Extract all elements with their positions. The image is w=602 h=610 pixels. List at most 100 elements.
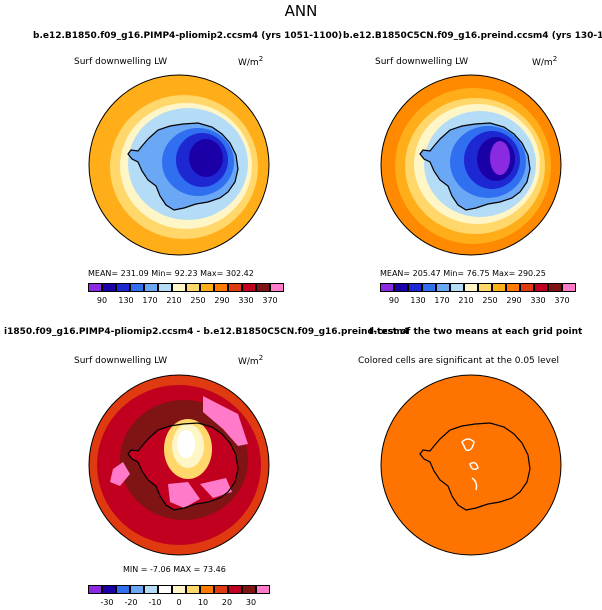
colorbar-top-left-swatch-0 [88, 283, 102, 292]
colorbar-top-right-swatch-7 [478, 283, 492, 292]
units-label-top-left: W/m2 [238, 55, 264, 68]
map-bottom-left-field-3 [203, 396, 248, 446]
colorbar-bottom-left-swatch-4 [144, 585, 158, 594]
variable-label-bottom-left: Surf downwelling LW [74, 356, 168, 366]
colorbar-top-left-tick-7: 370 [262, 296, 278, 305]
colorbar-bottom-left-swatch-1 [102, 585, 116, 594]
colorbar-top-right-tick-3: 210 [458, 296, 474, 305]
variable-label-top-left: Surf downwelling LW [74, 57, 168, 67]
map-bottom-right-field-1 [461, 438, 475, 452]
colorbar-bottom-left [88, 585, 270, 594]
map-bottom-right-border [380, 374, 562, 556]
colorbar-top-left-swatch-6 [172, 283, 186, 292]
colorbar-top-right-tick-2: 170 [434, 296, 450, 305]
colorbar-top-left-tick-5: 290 [214, 296, 230, 305]
colorbar-top-left-tick-4: 250 [190, 296, 206, 305]
page-title: ANN [284, 2, 318, 20]
stats-top-right: MEAN= 205.47 Min= 76.75 Max= 290.25 [380, 269, 546, 278]
colorbar-top-left-tick-6: 330 [238, 296, 254, 305]
colorbar-top-right-tick-0: 90 [388, 296, 400, 305]
colorbar-top-right-swatch-11 [534, 283, 548, 292]
colorbar-bottom-left-swatch-8 [200, 585, 214, 594]
panel-title-top-right: b.e12.B1850C5CN.f09_g16.preind.ccsm4 (yr… [343, 31, 602, 41]
colorbar-bottom-left-swatch-10 [228, 585, 242, 594]
colorbar-top-left-tick-3: 210 [166, 296, 182, 305]
colorbar-bottom-left-tick-2: -10 [148, 598, 162, 607]
colorbar-labels-bottom-left: -30 -20 -10 0 10 20 30 [95, 598, 263, 607]
units-label-top-right: W/m2 [532, 55, 558, 68]
colorbar-top-right-swatch-2 [408, 283, 422, 292]
colorbar-top-left-tick-1: 130 [118, 296, 134, 305]
map-top-left-field-7 [189, 139, 223, 177]
colorbar-bottom-left-tick-3: 0 [176, 598, 182, 607]
colorbar-bottom-left-swatch-3 [130, 585, 144, 594]
panel-title-bottom-right: t-test of the two means at each grid poi… [369, 327, 583, 337]
colorbar-top-left-swatch-4 [144, 283, 158, 292]
colorbar-bottom-left-tick-5: 20 [221, 598, 233, 607]
map-bottom-right-field-3 [471, 477, 478, 491]
map-bottom-right-coastline [419, 422, 531, 511]
colorbar-top-right-swatch-3 [422, 283, 436, 292]
colorbar-top-left-tick-0: 90 [96, 296, 108, 305]
colorbar-top-left-swatch-11 [242, 283, 256, 292]
colorbar-top-right-swatch-5 [450, 283, 464, 292]
colorbar-top-right-swatch-1 [394, 283, 408, 292]
colorbar-bottom-left-tick-4: 10 [197, 598, 209, 607]
colorbar-top-right-swatch-0 [380, 283, 394, 292]
colorbar-top-right-swatch-13 [562, 283, 576, 292]
variable-label-bottom-right: Colored cells are significant at the 0.0… [358, 356, 560, 366]
variable-label-top-right: Surf downwelling LW [375, 57, 469, 67]
colorbar-bottom-left-swatch-6 [172, 585, 186, 594]
colorbar-bottom-left-swatch-9 [214, 585, 228, 594]
stats-bottom-left: MIN = -7.06 MAX = 73.46 [123, 565, 226, 574]
map-bottom-right-field-2 [469, 461, 479, 471]
colorbar-labels-top-left: 90 130 170 210 250 290 330 370 [90, 296, 282, 305]
colorbar-top-right [380, 283, 576, 292]
colorbar-bottom-left-swatch-7 [186, 585, 200, 594]
colorbar-top-left-swatch-8 [200, 283, 214, 292]
map-top-right-border [380, 74, 562, 256]
colorbar-bottom-left-tick-6: 30 [245, 598, 257, 607]
map-bottom-left-border [88, 374, 270, 556]
colorbar-top-right-swatch-6 [464, 283, 478, 292]
colorbar-top-left-swatch-12 [256, 283, 270, 292]
map-bottom-left-coastline [127, 422, 239, 511]
map-top-right [380, 74, 562, 256]
colorbar-top-left-swatch-2 [116, 283, 130, 292]
colorbar-top-right-swatch-10 [520, 283, 534, 292]
colorbar-bottom-left-tick-0: -30 [100, 598, 114, 607]
panel-title-bottom-left: i1850.f09_g16.PIMP4-pliomip2.ccsm4 - b.e… [4, 327, 409, 337]
colorbar-top-left-swatch-5 [158, 283, 172, 292]
colorbar-top-left-swatch-3 [130, 283, 144, 292]
map-top-left-border [88, 74, 270, 256]
colorbar-top-right-swatch-8 [492, 283, 506, 292]
colorbar-top-right-swatch-9 [506, 283, 520, 292]
colorbar-bottom-left-swatch-2 [116, 585, 130, 594]
map-top-right-coastline [419, 122, 531, 211]
colorbar-top-left-swatch-9 [214, 283, 228, 292]
map-bottom-left-field-4 [110, 462, 130, 486]
panel-title-top-left: b.e12.B1850.f09_g16.PIMP4-pliomip2.ccsm4… [33, 31, 343, 41]
map-bottom-left-field-9 [168, 482, 200, 508]
colorbar-top-left-tick-2: 170 [142, 296, 158, 305]
colorbar-top-right-tick-6: 330 [530, 296, 546, 305]
map-top-left-coastline [127, 122, 239, 211]
colorbar-bottom-left-swatch-12 [256, 585, 270, 594]
colorbar-labels-top-right: 90 130 170 210 250 290 330 370 [382, 296, 574, 305]
colorbar-bottom-left-swatch-11 [242, 585, 256, 594]
colorbar-top-right-tick-5: 290 [506, 296, 522, 305]
colorbar-top-right-tick-4: 250 [482, 296, 498, 305]
units-label-bottom-left: W/m2 [238, 354, 264, 367]
colorbar-top-right-swatch-4 [436, 283, 450, 292]
map-bottom-left-field-10 [200, 478, 232, 498]
map-top-left [88, 74, 270, 256]
colorbar-top-left-swatch-1 [102, 283, 116, 292]
colorbar-top-left [88, 283, 284, 292]
map-bottom-left [88, 374, 270, 556]
colorbar-top-left-swatch-13 [270, 283, 284, 292]
colorbar-top-left-swatch-10 [228, 283, 242, 292]
colorbar-top-right-swatch-12 [548, 283, 562, 292]
map-top-right-field-9 [490, 141, 510, 175]
colorbar-bottom-left-swatch-5 [158, 585, 172, 594]
stats-top-left: MEAN= 231.09 Min= 92.23 Max= 302.42 [88, 269, 254, 278]
